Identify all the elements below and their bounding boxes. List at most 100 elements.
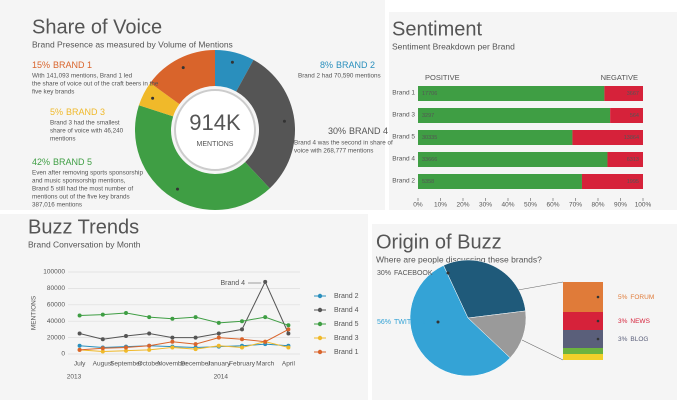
marker <box>100 349 105 354</box>
panel <box>0 214 368 400</box>
bar <box>418 86 605 101</box>
x-tick-label: 60% <box>546 202 559 209</box>
pie-slice <box>467 310 527 359</box>
value-label: 30335 <box>422 135 437 141</box>
annotation: and music sponsorship mentions, <box>32 178 126 185</box>
y-tick-label: 20000 <box>47 334 65 341</box>
chart-title: Origin of Buzz <box>376 231 502 253</box>
label: 5% BRAND 3 <box>50 107 105 117</box>
pie-slice <box>443 259 526 319</box>
x-tick-label: 80% <box>591 202 604 209</box>
marker <box>216 335 221 340</box>
y-tick-label: Brand 2 <box>392 178 415 185</box>
series-label: POSITIVE <box>425 73 460 82</box>
year-label: 2014 <box>214 374 229 381</box>
x-tick-label: 10% <box>434 202 447 209</box>
bar <box>610 108 643 123</box>
marker <box>124 311 128 315</box>
marker <box>240 327 244 332</box>
legend-label: Brand 1 <box>334 349 359 356</box>
annotation: Brand 2 had 70,590 mentions <box>298 73 381 80</box>
breakdown-segment <box>563 330 603 348</box>
value-label: 3297 <box>422 113 434 119</box>
chart-subtitle: Brand Presence as measured by Volume of … <box>32 39 233 49</box>
category-label: BRAND 3 <box>66 107 105 117</box>
x-tick-label: 50% <box>524 202 537 209</box>
marker <box>100 346 105 351</box>
label: 8% BRAND 2 <box>320 60 375 70</box>
x-tick-label: 40% <box>501 202 514 209</box>
center <box>174 89 256 171</box>
legend-label: Brand 3 <box>334 335 359 342</box>
breakdown-segment <box>563 312 603 330</box>
legend-marker <box>317 321 323 327</box>
connector <box>517 281 564 291</box>
category-label: FORUM <box>630 294 654 301</box>
marker <box>193 347 198 352</box>
marker <box>124 348 128 353</box>
annotation: With 141,093 mentions, Brand 1 led <box>32 73 133 80</box>
label: 56% TWITTER <box>377 319 425 326</box>
chart-title: Buzz Trends <box>28 216 139 238</box>
y-tick-label: 40000 <box>47 318 65 325</box>
annotation: five key brands <box>32 89 74 96</box>
series-label: NEGATIVE <box>601 73 638 82</box>
category-label: BRAND 2 <box>336 60 375 70</box>
y-axis-label: MENTIONS <box>31 295 38 330</box>
marker <box>147 347 152 352</box>
donut-segment <box>138 82 180 117</box>
bar <box>418 152 608 167</box>
legend-marker <box>317 335 323 341</box>
chart-subtitle: Sentiment Breakdown per Brand <box>392 41 515 51</box>
bar <box>418 108 611 123</box>
leader-dot <box>436 320 440 324</box>
value-label: 13864 <box>624 135 639 141</box>
bar <box>418 130 573 145</box>
annotation: Brand 3 had the smallest <box>50 120 120 127</box>
marker <box>124 345 128 350</box>
label: 15% BRAND 1 <box>32 60 92 70</box>
x-tick-label: March <box>256 361 274 368</box>
chart-subtitle: Where are people discussing these brands… <box>376 254 542 264</box>
donut-segment <box>135 105 270 211</box>
x-tick-label: 30% <box>479 202 492 209</box>
value-label: 17706 <box>422 91 437 97</box>
bar <box>604 86 643 101</box>
category-label: BRAND 5 <box>53 157 92 167</box>
leader-dot <box>282 119 286 123</box>
donut-segment <box>215 50 254 92</box>
x-tick-label: April <box>282 361 296 368</box>
series-line <box>79 312 289 326</box>
legend-marker <box>317 293 323 299</box>
y-tick-label: 0 <box>61 351 65 358</box>
marker <box>263 315 268 320</box>
annotation: voice with 268,777 mentions <box>294 148 373 155</box>
x-tick-label: 0% <box>413 202 423 209</box>
marker <box>170 339 175 344</box>
label: 3% NEWS <box>618 318 651 325</box>
annotation: Brand 4 was the second in share of <box>294 140 393 147</box>
marker <box>240 337 244 342</box>
x-tick-label: August <box>93 361 113 368</box>
donut-segment <box>236 59 295 189</box>
marker <box>170 335 175 340</box>
bar <box>581 174 643 189</box>
marker <box>77 313 82 318</box>
leader-dot <box>151 96 155 100</box>
chart-title: Share of Voice <box>32 16 162 38</box>
category-label: BRAND 4 <box>349 126 388 136</box>
marker <box>100 337 105 342</box>
leader-dot <box>596 295 600 299</box>
label: 30% FACEBOOK <box>377 270 433 277</box>
value-label: 30% <box>377 270 391 277</box>
value-label: 1995 <box>627 179 639 185</box>
value-label: 42% <box>32 157 50 167</box>
value-label: 5358 <box>422 179 434 185</box>
annotation: 387,016 mentions <box>32 202 82 209</box>
x-tick-label: 90% <box>614 202 627 209</box>
value-label: 56% <box>377 319 391 326</box>
legend-marker <box>317 349 323 355</box>
annotation: Even after removing sports sponsorship <box>32 170 143 177</box>
marker <box>77 347 82 352</box>
annotation: share of voice with 46,240 <box>50 128 124 135</box>
